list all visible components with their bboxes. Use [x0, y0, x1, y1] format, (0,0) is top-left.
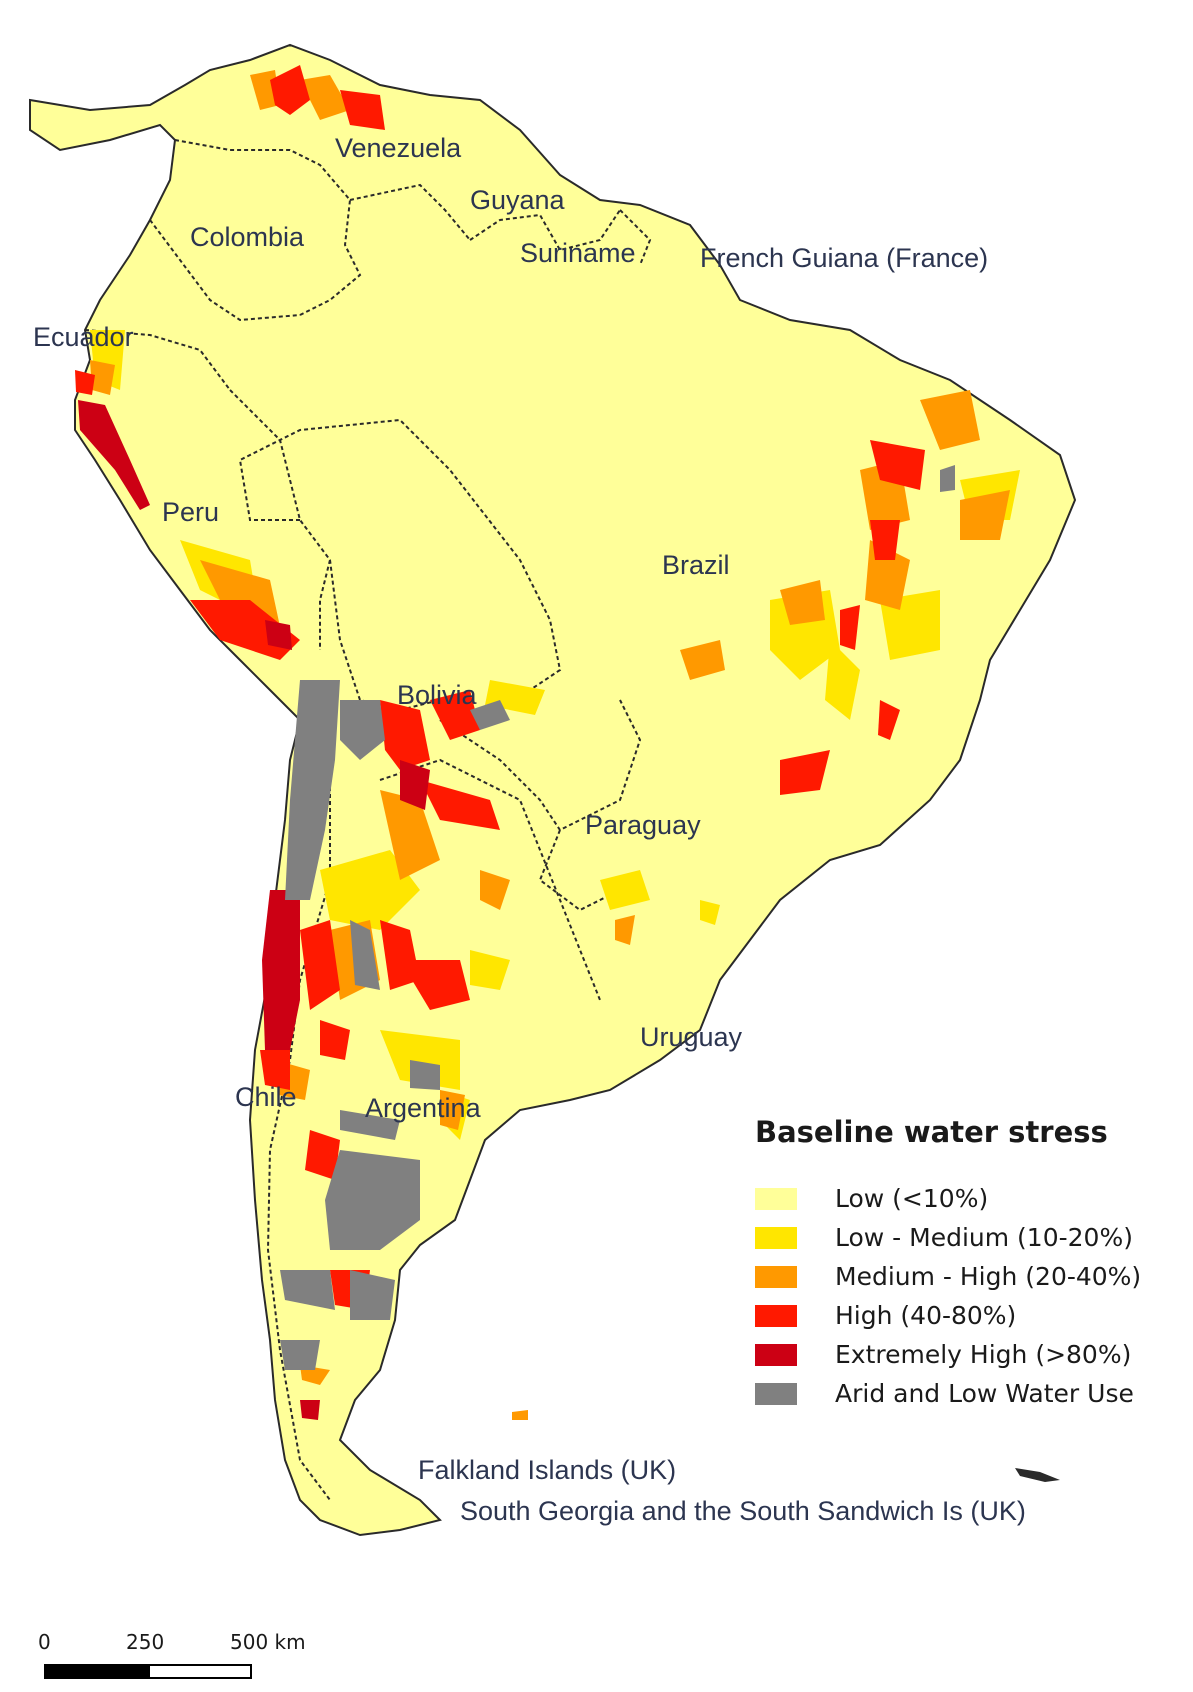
zones-extremely-high — [78, 400, 430, 1420]
legend-item: Arid and Low Water Use — [755, 1374, 1185, 1413]
south-georgia-island — [1015, 1468, 1060, 1482]
zones-arid — [280, 465, 955, 1370]
scale-tick-250: 250 — [126, 1630, 165, 1654]
label-french-guiana: French Guiana (France) — [700, 243, 989, 273]
legend-swatch — [755, 1187, 797, 1210]
legend-item: High (40-80%) — [755, 1296, 1185, 1335]
legend-label: Low - Medium (10-20%) — [835, 1223, 1133, 1252]
label-argentina: Argentina — [365, 1093, 481, 1123]
map-legend: Baseline water stress Low (<10%) Low - Me… — [755, 1115, 1185, 1413]
label-peru: Peru — [162, 497, 220, 527]
legend-swatch — [755, 1304, 797, 1327]
scale-bar: 0 250 500 km — [38, 1630, 306, 1690]
label-venezuela: Venezuela — [335, 133, 462, 163]
legend-swatch — [755, 1265, 797, 1288]
label-falkland-islands: Falkland Islands (UK) — [418, 1455, 677, 1485]
label-south-georgia: South Georgia and the South Sandwich Is … — [460, 1496, 1026, 1526]
legend-swatch — [755, 1226, 797, 1249]
label-bolivia: Bolivia — [397, 680, 477, 710]
continent-landmass — [29, 43, 1077, 1537]
label-suriname: Suriname — [520, 238, 636, 268]
scale-tick-500: 500 km — [230, 1630, 306, 1654]
legend-label: Medium - High (20-40%) — [835, 1262, 1142, 1291]
label-paraguay: Paraguay — [585, 810, 701, 840]
legend-label: Arid and Low Water Use — [835, 1379, 1134, 1408]
legend-item: Medium - High (20-40%) — [755, 1257, 1185, 1296]
scale-bar-black-segment — [44, 1664, 150, 1679]
legend-label: Low (<10%) — [835, 1184, 989, 1213]
legend-label: Extremely High (>80%) — [835, 1340, 1132, 1369]
legend-item: Low (<10%) — [755, 1179, 1185, 1218]
label-chile: Chile — [235, 1082, 297, 1112]
falkland-islands — [512, 1410, 528, 1420]
legend-title: Baseline water stress — [755, 1115, 1108, 1149]
scale-tick-0: 0 — [38, 1630, 51, 1654]
label-guyana: Guyana — [470, 185, 565, 215]
legend-item: Low - Medium (10-20%) — [755, 1218, 1185, 1257]
label-colombia: Colombia — [190, 222, 305, 252]
legend-label: High (40-80%) — [835, 1301, 1017, 1330]
legend-swatch — [755, 1343, 797, 1366]
label-ecuador: Ecuador — [33, 322, 134, 352]
legend-swatch — [755, 1382, 797, 1405]
label-uruguay: Uruguay — [640, 1022, 743, 1052]
label-brazil: Brazil — [662, 550, 730, 580]
scale-bar-white-segment — [148, 1664, 252, 1679]
legend-items: Low (<10%) Low - Medium (10-20%) Medium - … — [755, 1179, 1185, 1413]
legend-item: Extremely High (>80%) — [755, 1335, 1185, 1374]
